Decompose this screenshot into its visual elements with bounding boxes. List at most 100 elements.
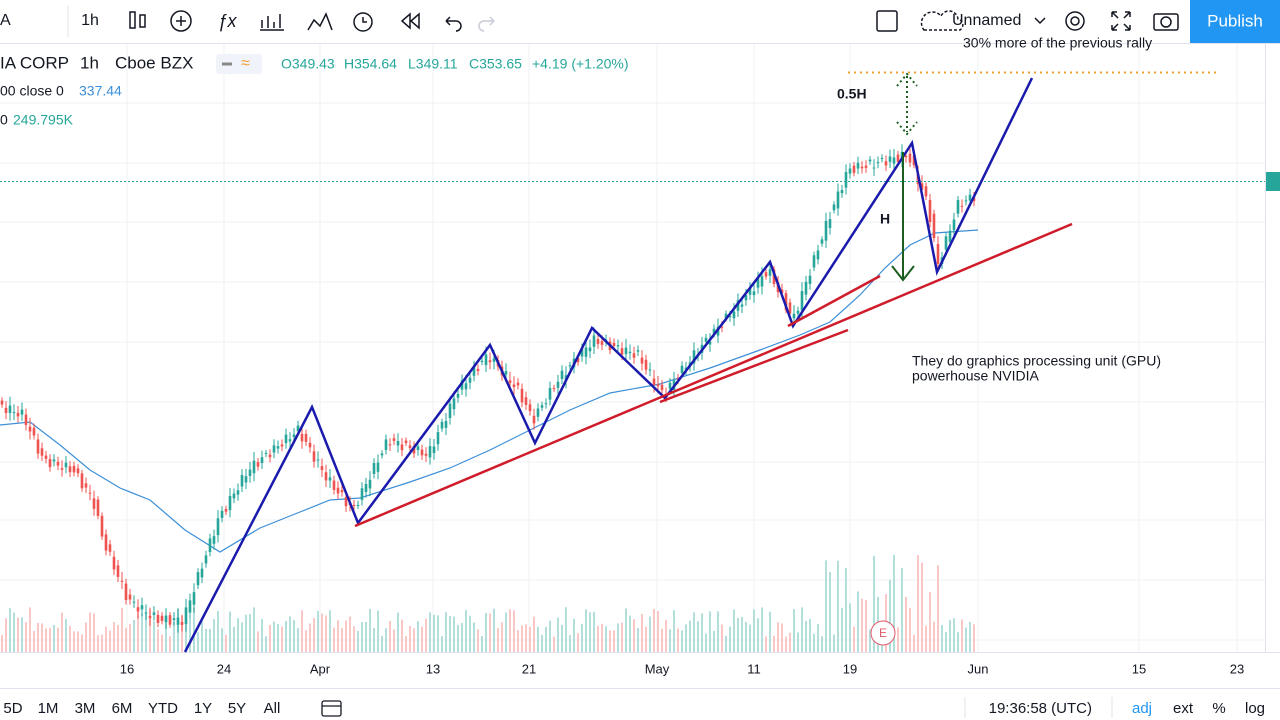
candle-body (40, 448, 44, 456)
volume-bar (729, 626, 731, 652)
volume-bar (125, 627, 127, 652)
candle-body (412, 446, 416, 454)
candle-body (460, 380, 464, 390)
candle-body (580, 349, 584, 357)
candle-body (844, 171, 848, 188)
candle-body (912, 155, 916, 166)
range-button[interactable]: 1M (38, 700, 59, 717)
earnings-marker[interactable] (870, 620, 896, 646)
moving-average (0, 229, 979, 553)
scale-option[interactable]: log (1245, 700, 1265, 717)
volume-bar (781, 623, 783, 652)
scale-option[interactable]: ext (1173, 700, 1194, 717)
volume-bar (249, 614, 251, 652)
candle-body (752, 291, 756, 296)
undo-icon[interactable] (445, 16, 462, 32)
time-label: 11 (747, 661, 761, 676)
publish-button[interactable] (1190, 0, 1280, 43)
trend-lines[interactable] (354, 222, 1073, 528)
settings-icon[interactable] (1065, 11, 1085, 31)
range-button[interactable]: 3M (75, 700, 96, 717)
volume-bar (145, 611, 147, 652)
volume-bar (429, 612, 431, 652)
volume-bar (589, 612, 591, 652)
legend-toggle[interactable] (216, 54, 262, 74)
candle-body (28, 426, 32, 432)
volume-bar (645, 626, 647, 652)
volume-bar (817, 624, 819, 652)
candle-body (856, 162, 860, 169)
range-button[interactable]: 5Y (228, 700, 246, 717)
templates-icon[interactable] (307, 12, 333, 31)
snapshot-icon[interactable] (1153, 13, 1179, 31)
candle-body (944, 236, 948, 250)
candle-body (792, 313, 796, 319)
volume-bar (345, 620, 347, 652)
range-button[interactable]: YTD (148, 700, 178, 717)
ma-label: 00 close 0 (0, 83, 64, 99)
bar-style-icon[interactable] (129, 11, 146, 29)
redo-icon[interactable] (478, 16, 495, 32)
candle-body (52, 459, 56, 462)
layout-name[interactable]: Unnamed (952, 12, 1021, 29)
candle-body (960, 205, 964, 207)
volume-bar (281, 626, 283, 652)
volume-bar (661, 628, 663, 652)
candle-body (484, 354, 488, 365)
volume-bar (925, 625, 927, 652)
volume-bar (945, 631, 947, 652)
indicators-icon[interactable]: ƒx (217, 11, 237, 31)
candle-body (480, 360, 484, 363)
candle-body (300, 433, 304, 442)
volume-bar (529, 626, 531, 652)
publish-label[interactable]: Publish (1207, 11, 1263, 30)
volume-bar (373, 627, 375, 652)
indicator-add-icon[interactable] (170, 10, 192, 32)
candle-body (828, 219, 832, 228)
candle-body (888, 156, 892, 162)
volume-bar (633, 619, 635, 652)
volume-bar (597, 625, 599, 652)
range-button[interactable]: All (264, 700, 281, 717)
candle-body (16, 412, 20, 417)
volume-bar (601, 623, 603, 652)
fullscreen-box[interactable] (876, 10, 898, 32)
candle-body (264, 453, 268, 455)
volume-bar (309, 623, 311, 652)
compare-icon[interactable] (260, 14, 284, 31)
candle-body (60, 468, 64, 470)
alert-icon[interactable] (353, 12, 373, 32)
candle-body (764, 272, 768, 277)
candle-body (896, 154, 900, 162)
half-height-arrow[interactable] (896, 72, 918, 136)
interval-button[interactable]: 1h (81, 12, 99, 29)
range-button[interactable]: 1Y (194, 700, 212, 717)
time-label: 21 (522, 661, 536, 676)
candle-body (108, 544, 112, 552)
dropdown-arrow[interactable] (1034, 17, 1046, 25)
range-button[interactable]: 6M (112, 700, 133, 717)
candle-body (924, 186, 928, 197)
replay-icon[interactable] (400, 12, 420, 30)
volume-bar (81, 634, 83, 652)
candle-body (8, 405, 12, 413)
volume-bar (53, 624, 55, 652)
candle-body (120, 580, 124, 582)
range-button[interactable]: 5D (3, 700, 22, 717)
candle-body (284, 434, 288, 444)
earnings-label[interactable]: E (879, 626, 887, 640)
volume-bar (905, 596, 907, 652)
volume-bar (681, 630, 683, 652)
zigzag-drawing[interactable] (183, 77, 1034, 653)
fullscreen-icon[interactable] (1111, 11, 1131, 31)
symbol-tail[interactable]: A (0, 12, 11, 29)
goto-date-icon[interactable] (321, 700, 342, 717)
height-arrow[interactable] (891, 152, 915, 282)
scale-option[interactable]: adj (1132, 700, 1152, 717)
volume-bar (969, 622, 971, 652)
volume-bar (621, 622, 623, 652)
scale-option[interactable]: % (1212, 700, 1225, 717)
volume-bar (673, 610, 675, 652)
volume-bar (617, 623, 619, 652)
candle-body (584, 347, 588, 357)
